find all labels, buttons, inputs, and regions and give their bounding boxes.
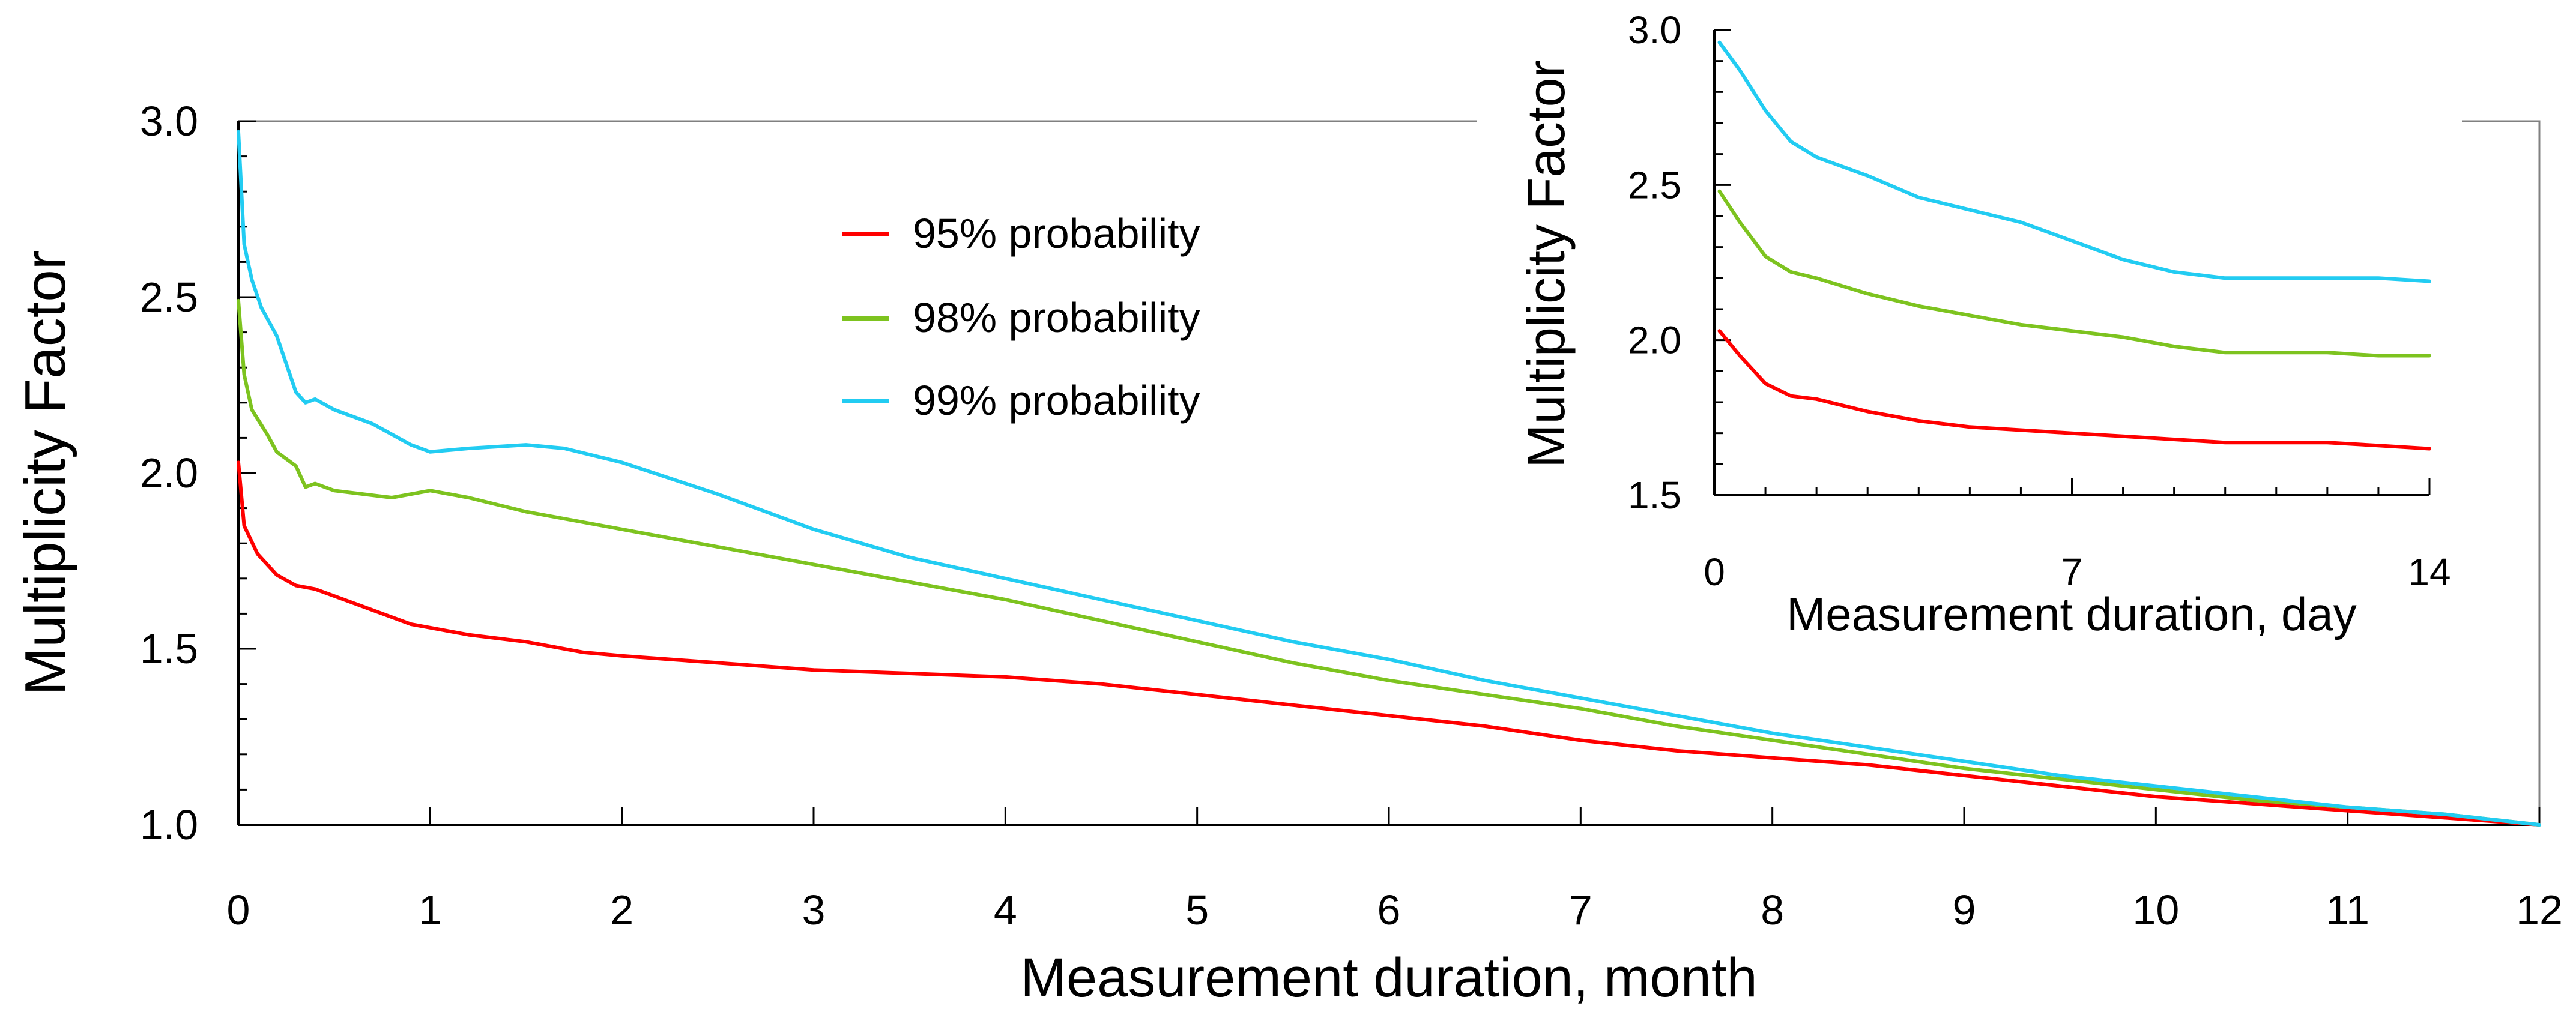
- main-series-line-99: [237, 130, 2541, 827]
- main-y-tick-label: 1.5: [140, 625, 198, 672]
- legend-item-99: 99% probability: [842, 377, 1200, 424]
- inset-x-tick-label: 7: [2061, 550, 2083, 594]
- main-x-tick-label: 4: [994, 887, 1017, 933]
- inset-y-axis-label: Multiplicity Factor: [1516, 60, 1576, 468]
- main-x-tick-label: 1: [419, 887, 442, 933]
- main-x-axis-label: Measurement duration, month: [1020, 947, 1757, 1008]
- legend-label-99: 99% probability: [913, 377, 1200, 424]
- legend-label-95: 95% probability: [913, 210, 1200, 257]
- legend-item-98: 98% probability: [842, 294, 1200, 341]
- inset-y-tick-label: 2.0: [1628, 319, 1681, 362]
- main-x-tick-label: 7: [1569, 887, 1592, 933]
- inset-series-line-98: [1717, 189, 2431, 358]
- inset-x-axis-label: Measurement duration, day: [1786, 588, 2357, 640]
- inset-chart: 0 7 14 1.5 2.0 2.5 3.0 Measurement duration, …: [1516, 8, 2451, 640]
- inset-x-ticks: [1713, 478, 2431, 495]
- main-y-tick-label: 2.5: [140, 274, 198, 321]
- inset-y-tick-label: 3.0: [1628, 8, 1681, 52]
- legend-item-95: 95% probability: [842, 210, 1200, 257]
- main-x-tick-labels: 0 1 2 3 4 5 6 7 8 9 10 11 12: [227, 887, 2563, 933]
- inset-y-tick-label: 2.5: [1628, 163, 1681, 206]
- main-x-tick-label: 12: [2516, 887, 2563, 933]
- main-x-tick-label: 8: [1761, 887, 1784, 933]
- main-x-tick-label: 2: [610, 887, 633, 933]
- main-x-tick-label: 6: [1377, 887, 1401, 933]
- main-y-tick-label: 2.0: [140, 450, 198, 496]
- legend: 95% probability 98% probability 99% prob…: [842, 210, 1200, 424]
- main-series-line-95: [237, 460, 2541, 827]
- main-y-axis-label: Multiplicity Factor: [13, 250, 77, 695]
- main-x-tick-label: 10: [2132, 887, 2179, 933]
- inset-series-lines: [1717, 40, 2431, 451]
- main-x-ticks: [237, 807, 2541, 825]
- inset-x-tick-labels: 0 7 14: [1704, 550, 2451, 594]
- main-chart: 0 1 2 3 4 5 6 7 8 9 10 11 12 1.01.52.02.53.0 Measure…: [13, 98, 2563, 1008]
- inset-x-tick-label: 14: [2408, 550, 2451, 594]
- inset-y-tick-labels: 1.5 2.0 2.5 3.0: [1628, 8, 1681, 517]
- main-y-tick-label: 3.0: [140, 98, 198, 145]
- main-x-tick-label: 5: [1185, 887, 1209, 933]
- main-y-tick-label: 1.0: [140, 801, 198, 848]
- main-x-tick-label: 11: [2326, 887, 2369, 933]
- main-series-line-98: [237, 298, 2541, 827]
- inset-y-tick-label: 1.5: [1628, 474, 1681, 517]
- inset-backdrop: [1477, 0, 2462, 654]
- main-x-tick-label: 0: [227, 887, 250, 933]
- inset-series-line-95: [1717, 329, 2431, 451]
- inset-x-tick-label: 0: [1704, 550, 1725, 594]
- main-series-lines: [237, 130, 2541, 827]
- main-x-tick-label: 3: [802, 887, 826, 933]
- main-y-tick-labels: 1.0 1.5 2.0 2.5 3.0: [140, 98, 198, 848]
- main-chart-frame: [238, 120, 2541, 825]
- main-x-tick-label: 9: [1953, 887, 1976, 933]
- inset-series-line-99: [1717, 40, 2431, 283]
- main-y-ticks: [238, 120, 256, 826]
- legend-label-98: 98% probability: [913, 294, 1200, 341]
